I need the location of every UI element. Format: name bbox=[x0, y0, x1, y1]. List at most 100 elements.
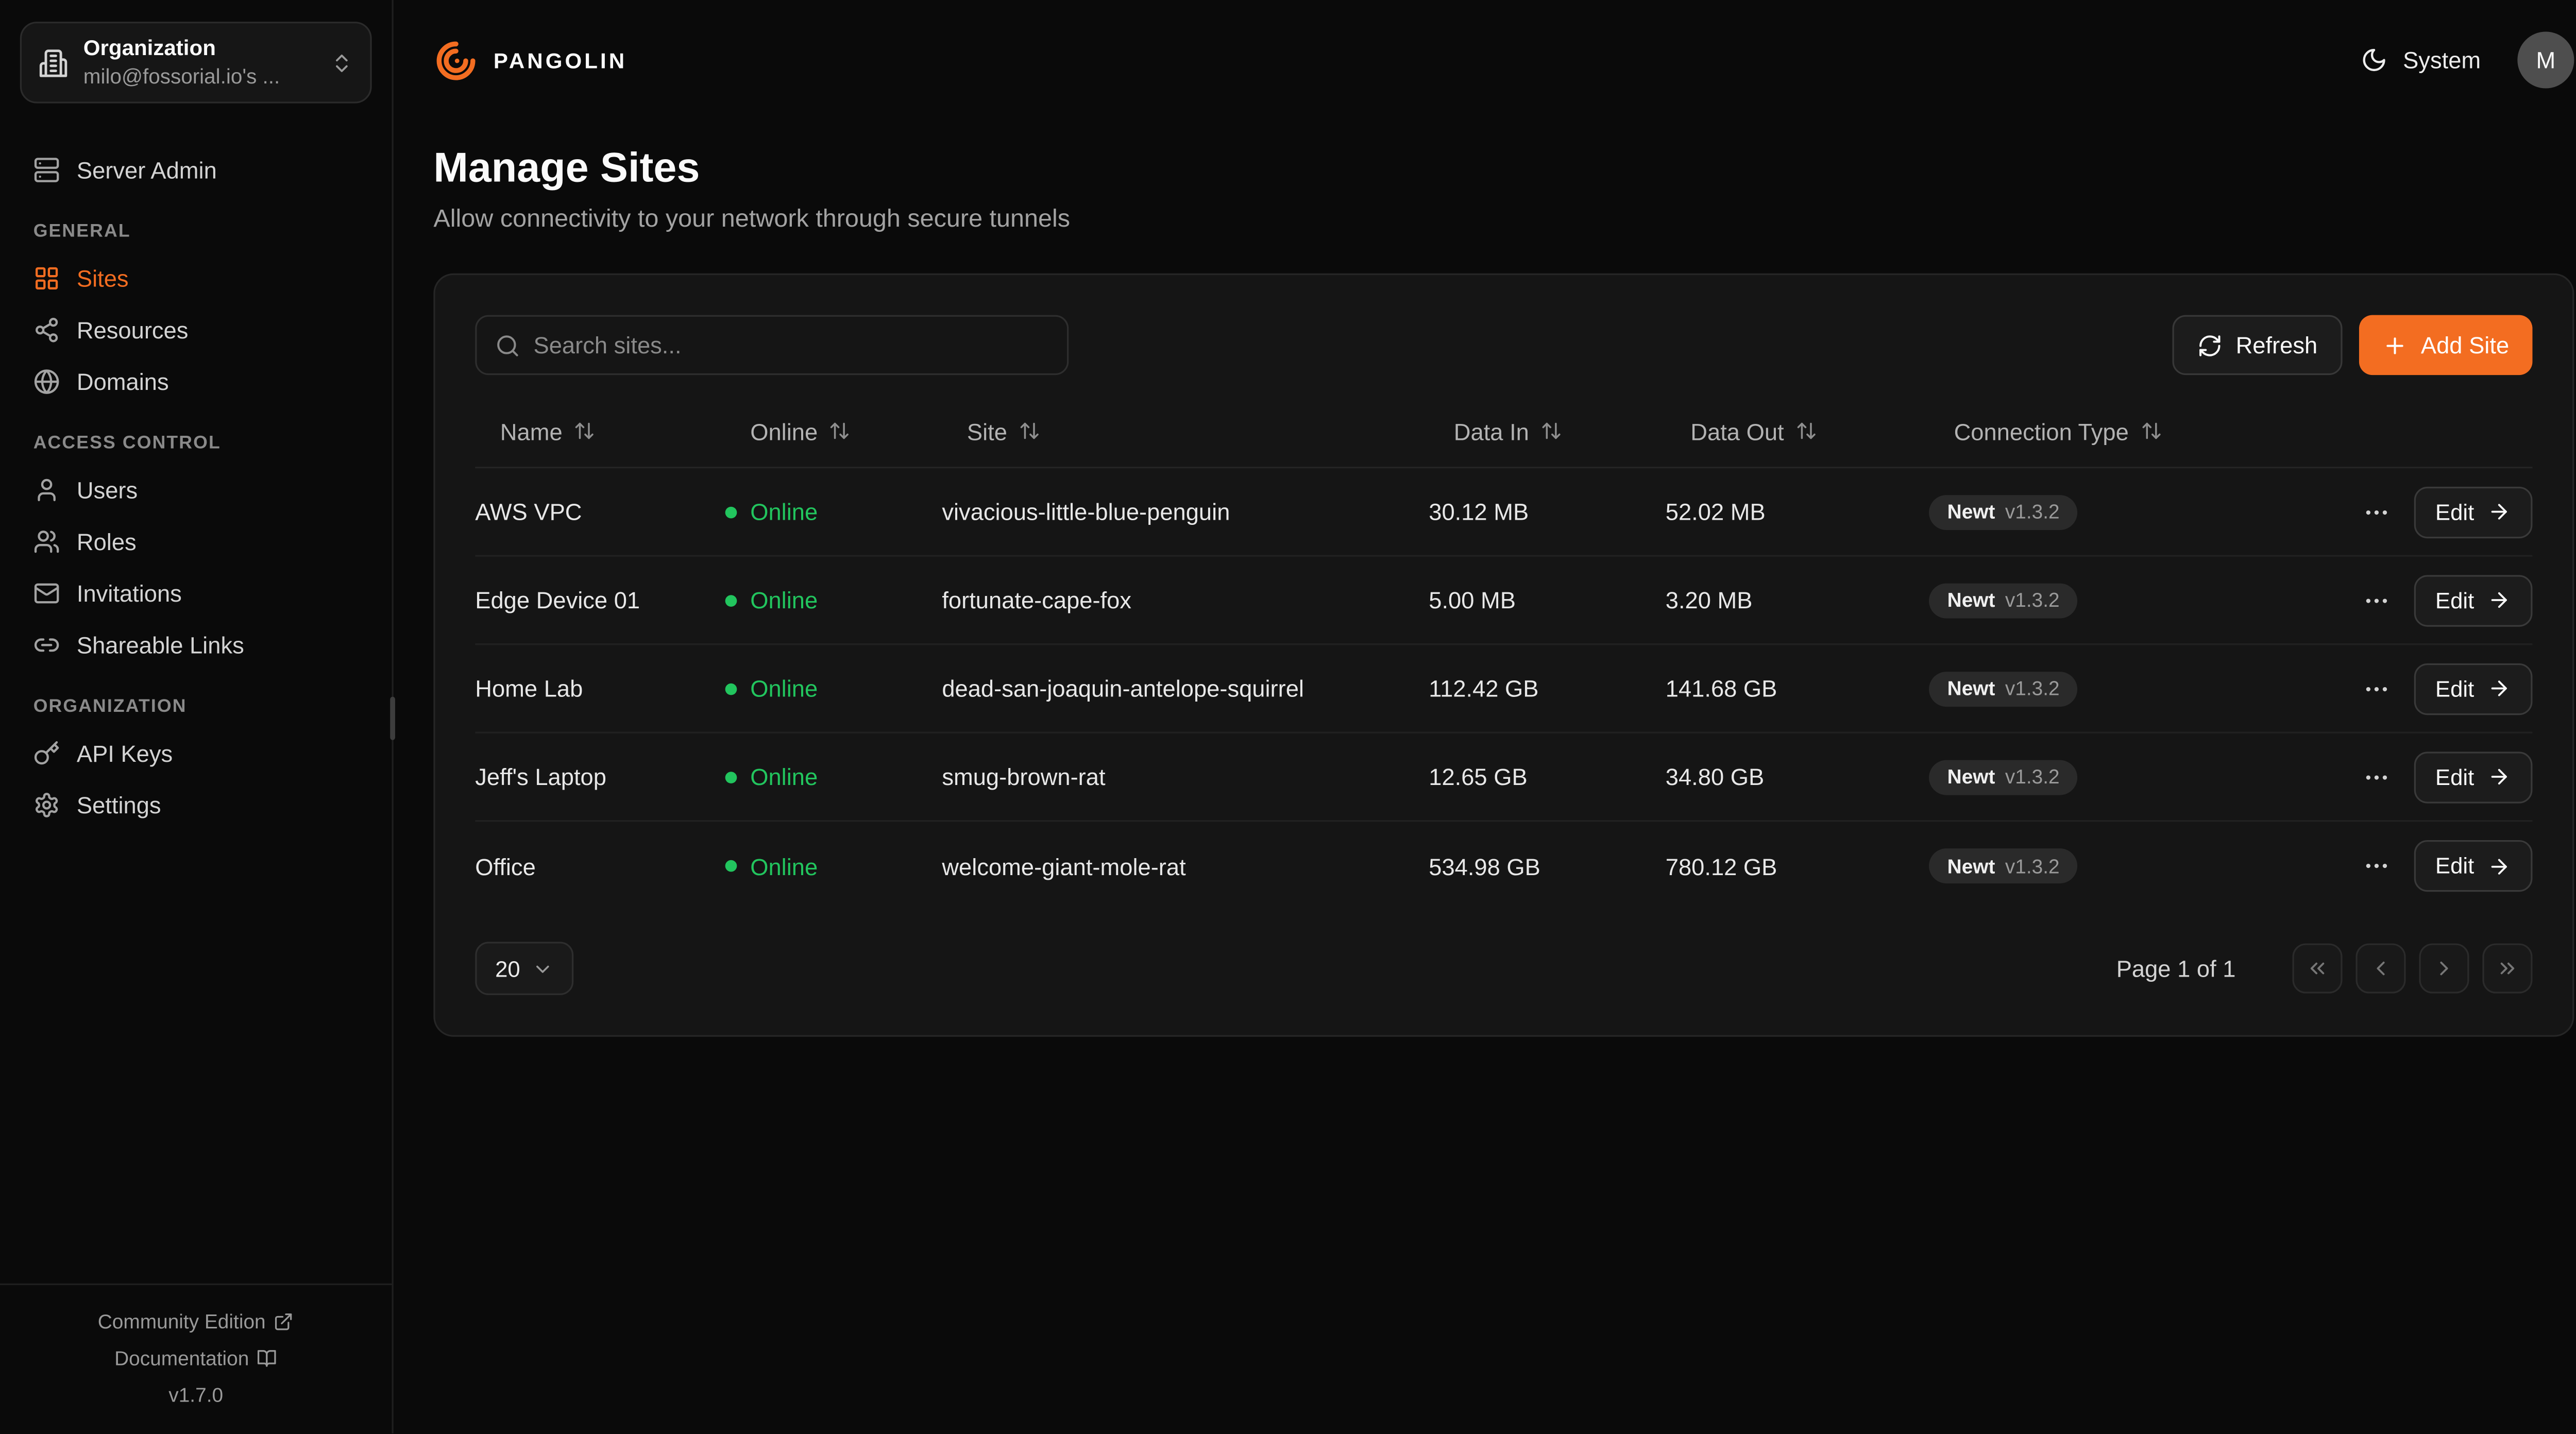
sidebar-item-server-admin[interactable]: Server Admin bbox=[20, 144, 372, 195]
top-bar: PANGOLIN System M bbox=[433, 0, 2574, 120]
column-header-data-in[interactable]: Data In bbox=[1429, 418, 1666, 444]
brand-name: PANGOLIN bbox=[493, 47, 628, 73]
chevrons-right-icon bbox=[2496, 957, 2519, 980]
sidebar: Organization milo@fossorial.io's ... Ser… bbox=[0, 0, 395, 1434]
column-header-site[interactable]: Site bbox=[942, 418, 1429, 444]
sort-icon bbox=[829, 420, 851, 441]
connection-type-version: v1.3.2 bbox=[2005, 588, 2060, 612]
chevron-down-icon bbox=[532, 958, 553, 979]
connection-type-name: Newt bbox=[1947, 500, 1995, 524]
community-edition-label: Community Edition bbox=[97, 1310, 266, 1334]
sidebar-item-label: Shareable Links bbox=[76, 631, 244, 658]
site-slug: fortunate-cape-fox bbox=[942, 587, 1132, 613]
sort-icon bbox=[1541, 420, 1563, 441]
sidebar-resize-handle[interactable] bbox=[390, 696, 395, 740]
sidebar-item-label: Resources bbox=[76, 316, 189, 343]
site-online-status: Online bbox=[725, 763, 942, 790]
online-dot bbox=[725, 682, 737, 694]
sidebar-nav: Server Admin GENERAL Sites Resources Dom… bbox=[0, 120, 392, 1284]
edit-label: Edit bbox=[2435, 587, 2475, 613]
theme-switcher-button[interactable]: System bbox=[2361, 47, 2481, 73]
sidebar-item-shareable-links[interactable]: Shareable Links bbox=[20, 619, 372, 670]
site-name: Jeff's Laptop bbox=[475, 763, 606, 790]
edit-button[interactable]: Edit bbox=[2413, 840, 2533, 892]
column-header-data-out[interactable]: Data Out bbox=[1666, 417, 1929, 445]
documentation-link[interactable]: Documentation bbox=[0, 1341, 392, 1377]
row-menu-button[interactable] bbox=[2359, 494, 2394, 529]
edit-button[interactable]: Edit bbox=[2413, 486, 2533, 538]
org-selector-value: milo@fossorial.io's ... bbox=[83, 64, 280, 89]
edit-label: Edit bbox=[2435, 676, 2475, 701]
row-menu-button[interactable] bbox=[2359, 848, 2394, 883]
row-menu-button[interactable] bbox=[2359, 671, 2394, 706]
sidebar-item-api-keys[interactable]: API Keys bbox=[20, 727, 372, 778]
site-data-in: 112.42 GB bbox=[1429, 675, 1539, 702]
column-label: Name bbox=[500, 417, 563, 445]
connection-type-badge: Newt v1.3.2 bbox=[1929, 759, 2078, 794]
edit-button[interactable]: Edit bbox=[2413, 662, 2533, 714]
avatar[interactable]: M bbox=[2517, 31, 2574, 89]
community-edition-link[interactable]: Community Edition bbox=[0, 1304, 392, 1341]
sidebar-item-label: Users bbox=[76, 476, 138, 503]
sidebar-item-label: Sites bbox=[76, 264, 129, 292]
connection-type-version: v1.3.2 bbox=[2005, 765, 2060, 789]
online-label: Online bbox=[750, 852, 818, 879]
site-data-out: 780.12 GB bbox=[1665, 852, 1777, 879]
edit-label: Edit bbox=[2435, 853, 2475, 879]
column-header-online[interactable]: Online bbox=[725, 417, 942, 445]
sidebar-item-settings[interactable]: Settings bbox=[20, 779, 372, 830]
site-connection-type: Newt v1.3.2 bbox=[1929, 582, 2319, 618]
ellipsis-icon bbox=[2362, 674, 2391, 703]
page-subtitle: Allow connectivity to your network throu… bbox=[433, 205, 1071, 234]
online-dot bbox=[725, 771, 737, 783]
site-online-status: Online bbox=[725, 852, 942, 879]
edit-label: Edit bbox=[2435, 499, 2475, 524]
column-label: Data Out bbox=[1690, 417, 1784, 445]
sidebar-item-resources[interactable]: Resources bbox=[20, 303, 372, 355]
ellipsis-icon bbox=[2362, 586, 2391, 614]
site-connection-type: Newt v1.3.2 bbox=[1929, 494, 2319, 530]
sidebar-item-sites[interactable]: Sites bbox=[20, 252, 372, 303]
column-header-name[interactable]: Name bbox=[475, 417, 725, 445]
arrow-right-icon bbox=[2487, 854, 2511, 877]
gear-icon bbox=[33, 791, 60, 818]
org-selector[interactable]: Organization milo@fossorial.io's ... bbox=[20, 22, 372, 104]
row-menu-button[interactable] bbox=[2359, 583, 2394, 618]
column-header-connection-type[interactable]: Connection Type bbox=[1929, 417, 2319, 445]
mail-icon bbox=[33, 579, 60, 606]
first-page-button[interactable] bbox=[2292, 943, 2343, 994]
connection-type-name: Newt bbox=[1947, 676, 1995, 701]
sites-card: Refresh Add Site Name Online bbox=[433, 273, 2574, 1037]
sidebar-item-domains[interactable]: Domains bbox=[20, 355, 372, 407]
next-page-button[interactable] bbox=[2419, 943, 2469, 994]
refresh-icon bbox=[2197, 333, 2223, 358]
site-slug: vivacious-little-blue-penguin bbox=[942, 498, 1230, 525]
building-icon bbox=[38, 47, 68, 77]
refresh-button[interactable]: Refresh bbox=[2172, 315, 2343, 375]
search-input[interactable] bbox=[533, 331, 1049, 358]
external-link-icon bbox=[274, 1312, 294, 1333]
edit-button[interactable]: Edit bbox=[2413, 574, 2533, 626]
sidebar-item-invitations[interactable]: Invitations bbox=[20, 567, 372, 619]
row-menu-button[interactable] bbox=[2359, 759, 2394, 794]
share-icon bbox=[33, 316, 60, 343]
column-label: Connection Type bbox=[1954, 417, 2129, 445]
add-site-label: Add Site bbox=[2420, 331, 2510, 358]
sidebar-item-users[interactable]: Users bbox=[20, 464, 372, 515]
add-site-button[interactable]: Add Site bbox=[2359, 315, 2533, 375]
column-label: Online bbox=[750, 417, 818, 445]
plus-icon bbox=[2382, 333, 2408, 358]
last-page-button[interactable] bbox=[2482, 943, 2533, 994]
previous-page-button[interactable] bbox=[2355, 943, 2406, 994]
site-data-out: 3.20 MB bbox=[1665, 587, 1753, 613]
sidebar-section-access-control: ACCESS CONTROL bbox=[33, 433, 221, 454]
page-title: Manage Sites bbox=[433, 145, 700, 192]
brand[interactable]: PANGOLIN bbox=[433, 38, 627, 82]
table-row: AWS VPC Online vivacious-little-blue-pen… bbox=[475, 468, 2533, 557]
page-size-select[interactable]: 20 bbox=[475, 942, 574, 995]
sidebar-item-roles[interactable]: Roles bbox=[20, 515, 372, 567]
sidebar-section-organization: ORGANIZATION bbox=[33, 697, 187, 717]
edit-button[interactable]: Edit bbox=[2413, 750, 2533, 803]
connection-type-badge: Newt v1.3.2 bbox=[1929, 582, 2078, 618]
